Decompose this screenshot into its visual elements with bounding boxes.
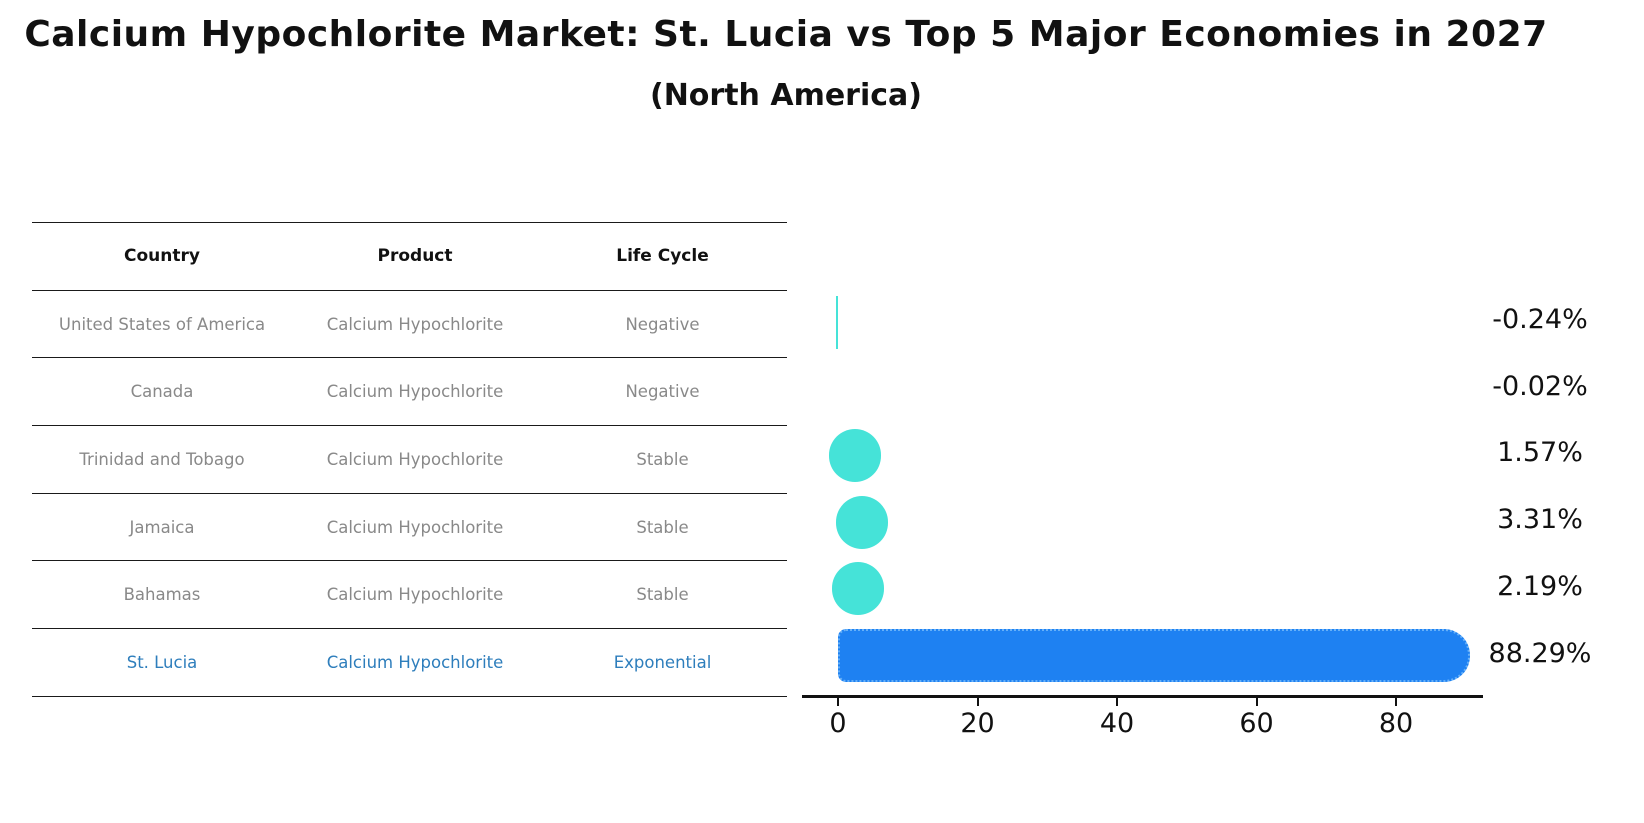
x-axis-tick-label: 60 — [1239, 708, 1274, 739]
table-body: United States of America Calcium Hypochlo… — [32, 289, 787, 696]
x-axis-tick-label: 0 — [829, 708, 847, 739]
x-axis-tick — [976, 697, 979, 706]
table-row: Bahamas Calcium Hypochlorite Stable — [32, 560, 787, 628]
x-axis-line — [802, 695, 1483, 698]
bar-united-states-of-america — [835, 295, 838, 349]
table-row: United States of America Calcium Hypochlo… — [32, 289, 787, 358]
value-label: 2.19% — [1497, 570, 1583, 602]
value-label: 3.31% — [1497, 504, 1583, 536]
column-header-country: Country — [124, 246, 200, 267]
value-label: -0.02% — [1492, 370, 1588, 402]
x-axis-tick-label: 40 — [1099, 708, 1135, 739]
table-row: St. Lucia Calcium Hypochlorite Exponential — [32, 628, 787, 696]
bar-bahamas — [831, 562, 884, 616]
life-cycle-cell: Negative — [625, 314, 700, 334]
value-label: 1.57% — [1497, 437, 1583, 469]
life-cycle-cell: Stable — [636, 585, 689, 605]
life-cycle-cell: Exponential — [613, 652, 712, 672]
country-cell: United States of America — [58, 314, 266, 334]
x-axis-tick-label: 20 — [960, 708, 995, 739]
table-row: Canada Calcium Hypochlorite Negative — [32, 357, 787, 425]
product-cell: Calcium Hypochlorite — [326, 517, 504, 537]
country-cell: St. Lucia — [126, 652, 198, 672]
column-header-product: Product — [377, 246, 453, 267]
product-cell: Calcium Hypochlorite — [326, 382, 504, 402]
x-axis-tick-label: 80 — [1378, 708, 1414, 739]
life-cycle-cell: Negative — [625, 382, 700, 402]
table-row: Trinidad and Tobago Calcium Hypochlorite S… — [32, 425, 787, 493]
value-label: 88.29% — [1488, 637, 1592, 669]
product-cell: Calcium Hypochlorite — [326, 314, 504, 334]
chart-title: Calcium Hypochlorite Market: St. Lucia v… — [24, 14, 1548, 55]
bar-st-lucia — [838, 629, 1470, 683]
x-axis-tick — [1395, 697, 1397, 706]
country-cell: Trinidad and Tobago — [79, 449, 245, 469]
country-cell: Jamaica — [129, 517, 195, 537]
life-cycle-cell: Stable — [636, 517, 689, 537]
country-table: Country Product Life Cycle United States… — [32, 222, 787, 697]
bar-jamaica — [835, 495, 888, 549]
product-cell: Calcium Hypochlorite — [326, 652, 504, 672]
x-axis-tick — [837, 697, 839, 706]
bar-trinidad-and-tobago — [829, 428, 882, 482]
table-header-row: Country Product Life Cycle — [32, 222, 787, 290]
country-cell: Canada — [130, 382, 194, 402]
chart-subtitle: (North America) — [649, 78, 922, 113]
product-cell: Calcium Hypochlorite — [326, 585, 504, 605]
table-row: Jamaica Calcium Hypochlorite Stable — [32, 492, 787, 561]
country-cell: Bahamas — [123, 585, 201, 605]
value-label: -0.24% — [1492, 304, 1588, 336]
x-axis-tick — [1255, 697, 1258, 706]
x-axis-tick — [1116, 697, 1118, 706]
column-header-life-cycle: Life Cycle — [616, 246, 709, 267]
product-cell: Calcium Hypochlorite — [326, 449, 504, 469]
life-cycle-cell: Stable — [636, 449, 689, 469]
